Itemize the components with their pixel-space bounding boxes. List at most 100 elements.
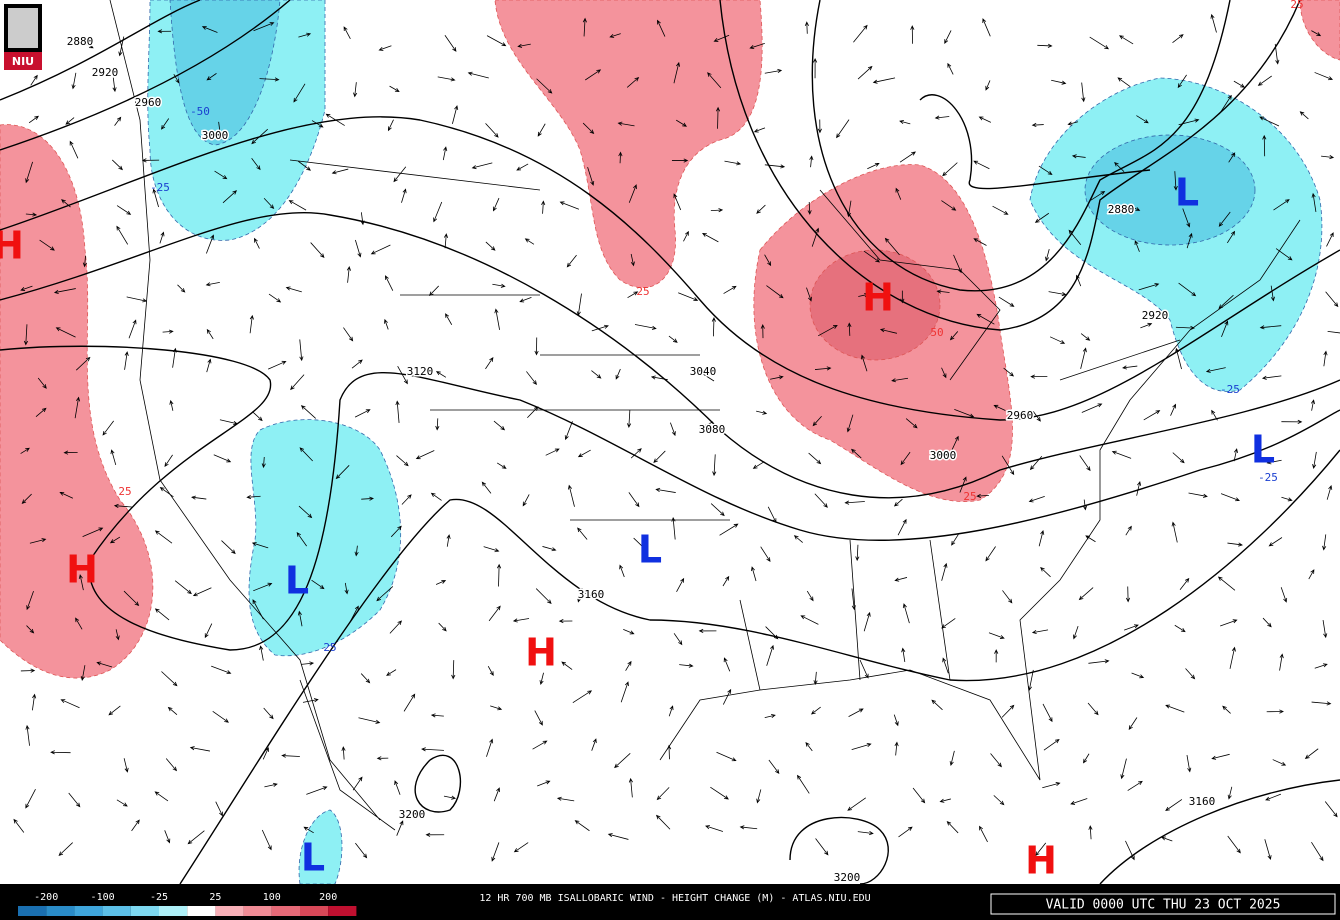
colorbar-swatch — [130, 906, 159, 916]
wind-arrow — [1003, 367, 1015, 377]
wind-arrow — [331, 168, 349, 175]
wind-arrow — [384, 318, 389, 330]
wind-arrow — [20, 285, 33, 291]
wind-arrow — [847, 322, 852, 336]
wind-arrow — [1279, 653, 1284, 671]
wind-arrow — [68, 792, 81, 808]
wind-arrow — [1089, 36, 1110, 50]
contour-label: 2880 — [67, 35, 94, 48]
wind-arrow — [770, 375, 784, 380]
wind-arrow — [678, 292, 699, 302]
wind-arrow — [1218, 294, 1234, 309]
wind-arrow — [800, 615, 819, 625]
wind-arrow — [1226, 230, 1236, 244]
wind-arrow — [60, 699, 80, 709]
wind-arrow — [116, 799, 128, 807]
wind-arrow — [976, 493, 989, 498]
wind-arrow — [675, 119, 687, 127]
wind-arrow — [162, 329, 174, 334]
wind-arrow — [263, 707, 274, 720]
contour-label: 2880 — [1108, 203, 1135, 216]
wind-arrow — [108, 705, 121, 716]
wind-arrow — [844, 500, 865, 505]
wind-arrow — [712, 454, 717, 477]
wind-arrow — [115, 629, 120, 641]
wind-arrow — [998, 296, 1015, 307]
wind-arrow — [1136, 481, 1142, 496]
wind-arrow — [572, 690, 593, 704]
wind-arrow — [535, 588, 552, 605]
wind-arrow — [836, 119, 850, 139]
wind-arrow — [657, 19, 666, 37]
wind-arrow — [1311, 841, 1324, 862]
wind-arrow — [756, 789, 762, 804]
wind-arrow — [212, 710, 229, 723]
wind-arrow — [25, 212, 38, 217]
wind-arrow — [32, 693, 37, 711]
wind-arrow — [376, 586, 394, 602]
wind-arrow — [847, 797, 867, 811]
wind-arrow — [1001, 455, 1015, 476]
wind-arrow — [1042, 703, 1053, 723]
wind-arrow — [804, 21, 809, 34]
wind-arrow — [306, 786, 328, 795]
wind-arrow — [895, 187, 902, 200]
wind-arrow — [884, 237, 900, 256]
wind-arrow — [378, 45, 392, 51]
contour — [179, 449, 1340, 885]
wind-arrow — [851, 743, 872, 751]
logo: NIU — [4, 4, 42, 70]
wind-arrow — [1143, 410, 1161, 421]
wind-arrow — [707, 72, 722, 89]
wind-arrow — [1122, 365, 1138, 370]
wind-arrow — [325, 113, 345, 126]
contour-label: 3160 — [578, 588, 605, 601]
wind-arrow — [756, 410, 768, 415]
contour — [0, 0, 201, 101]
wind-arrow — [1311, 192, 1317, 213]
wind-arrow — [813, 671, 818, 686]
wind-arrow — [111, 159, 123, 171]
wind-arrow — [1262, 617, 1272, 628]
wind-arrow — [397, 365, 408, 385]
wind-arrow — [299, 339, 304, 362]
pressure-center: L — [638, 528, 662, 572]
wind-arrow — [655, 487, 676, 493]
wind-arrow — [954, 408, 975, 418]
wind-arrow — [354, 409, 371, 418]
colorbar-label: -25 — [150, 892, 168, 903]
wind-arrow — [1128, 717, 1138, 731]
wind-arrow — [619, 564, 625, 578]
wind-arrow — [766, 285, 784, 299]
wind-arrow — [246, 494, 261, 500]
wind-arrow — [1311, 701, 1332, 706]
pressure-center: L — [1251, 428, 1275, 472]
wind-arrow — [206, 328, 214, 340]
wind-arrow — [80, 665, 86, 681]
wind-arrow — [541, 200, 546, 214]
wind-arrow — [1038, 529, 1045, 547]
wind-arrow — [814, 493, 828, 508]
wind-arrow — [252, 599, 264, 620]
wind-arrow — [1211, 409, 1218, 421]
wind-arrow — [994, 649, 999, 663]
wind-arrow — [442, 146, 448, 161]
wind-arrow — [1186, 755, 1192, 773]
wind-arrow — [281, 753, 300, 758]
wind-arrow — [1259, 116, 1280, 127]
wind-arrow — [154, 791, 169, 802]
wind-arrow — [673, 193, 682, 211]
wind-arrow — [351, 359, 363, 369]
contour-label: -25 — [1258, 471, 1278, 484]
wind-arrow — [1178, 282, 1197, 297]
wind-arrow — [683, 230, 689, 242]
wind-arrow — [676, 577, 685, 593]
wind-arrow — [990, 753, 1002, 768]
wind-arrow — [1179, 577, 1190, 591]
wind-arrow — [267, 360, 287, 370]
wind-arrow — [898, 826, 913, 838]
wind-arrow — [297, 610, 303, 627]
wind-arrow — [537, 123, 546, 137]
wind-arrow — [942, 162, 958, 177]
wind-arrow — [96, 661, 113, 668]
